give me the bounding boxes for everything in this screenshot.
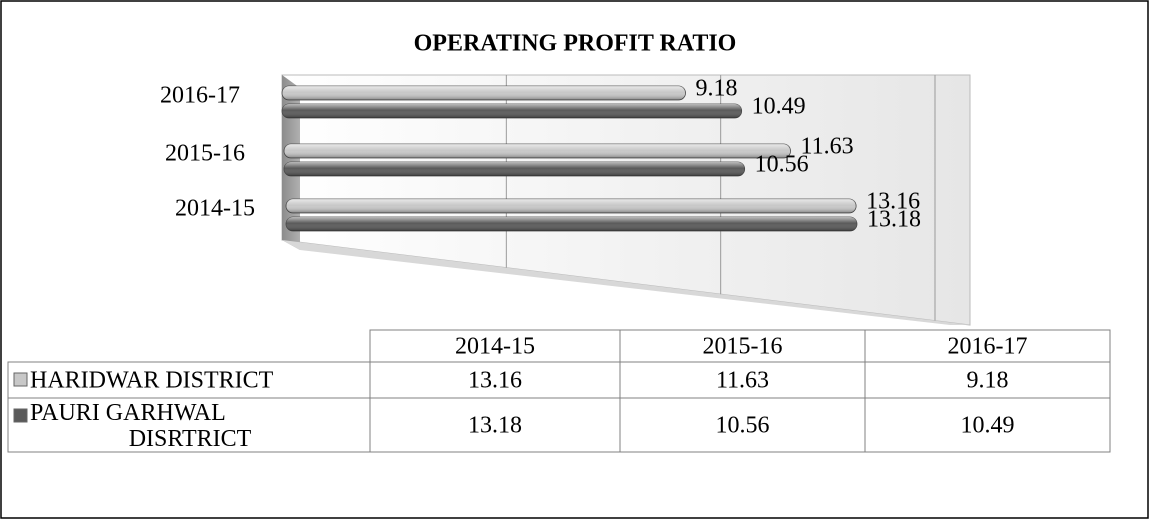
legend-entry: HARIDWAR DISTRICT bbox=[30, 368, 274, 394]
table-value: 10.56 bbox=[716, 413, 770, 439]
data-label: 10.56 bbox=[755, 152, 809, 178]
data-label: 13.16 bbox=[866, 189, 920, 215]
legend-swatch bbox=[13, 372, 28, 387]
legend-entry: PAURI GARHWAL DISRTRICT bbox=[30, 400, 252, 452]
bar-shine bbox=[284, 162, 745, 176]
y-tick-label: 2016-17 bbox=[160, 83, 240, 109]
table-value: 11.63 bbox=[716, 368, 769, 394]
table-value: 10.49 bbox=[961, 413, 1015, 439]
table-cell bbox=[864, 397, 1111, 453]
bar-shine bbox=[282, 104, 742, 118]
bar-shine bbox=[284, 144, 791, 158]
bar-shine bbox=[286, 217, 857, 231]
data-label: 9.18 bbox=[696, 76, 738, 102]
floor bbox=[282, 240, 970, 325]
data-label: 10.49 bbox=[752, 94, 806, 120]
y-tick-label: 2015-16 bbox=[165, 141, 245, 167]
data-label: 11.63 bbox=[801, 134, 854, 160]
table-header: 2014-15 bbox=[455, 334, 535, 360]
y-tick-label: 2014-15 bbox=[175, 196, 255, 222]
data-label: 13.18 bbox=[867, 207, 921, 233]
table-value: 13.16 bbox=[468, 368, 522, 394]
bar-shine bbox=[286, 199, 857, 213]
legend-line: DISRTRICT bbox=[129, 426, 252, 452]
bar-shine bbox=[282, 86, 686, 100]
table-value: 9.18 bbox=[967, 368, 1009, 394]
table-header: 2015-16 bbox=[703, 334, 783, 360]
table-value: 13.18 bbox=[468, 413, 522, 439]
legend-line: PAURI GARHWAL bbox=[30, 400, 226, 426]
table-header: 2016-17 bbox=[948, 334, 1028, 360]
legend-swatch bbox=[13, 408, 28, 423]
chart-title: OPERATING PROFIT RATIO bbox=[414, 31, 737, 57]
